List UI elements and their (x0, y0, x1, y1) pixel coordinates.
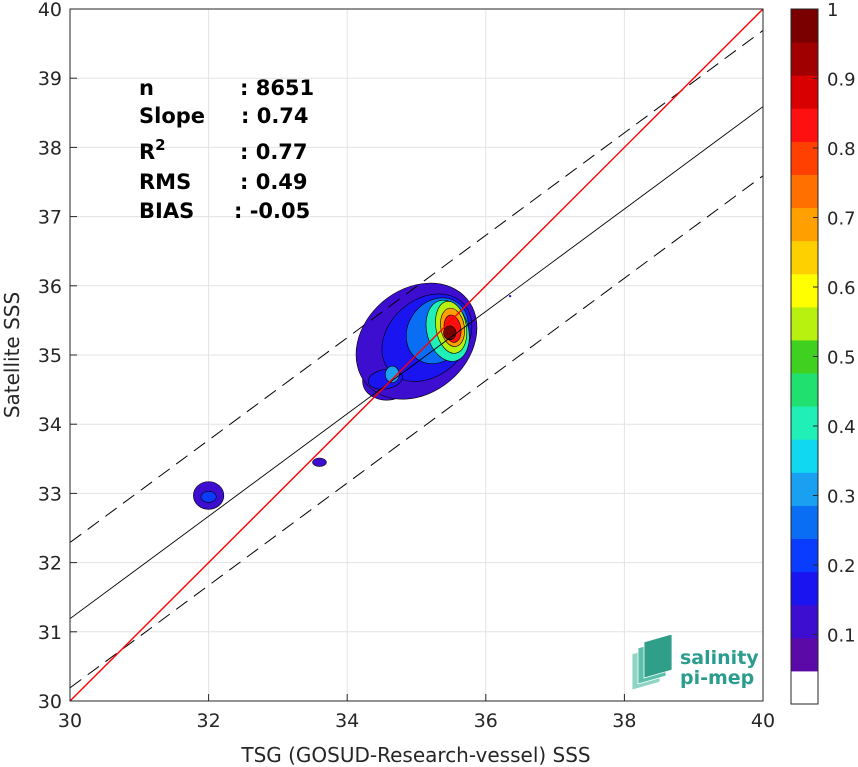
colorbar-segment (791, 75, 818, 109)
x-axis-label: TSG (GOSUD-Research-vessel) SSS (240, 743, 590, 767)
colorbar-tick-label: 0.7 (827, 209, 856, 230)
y-tick-label: 31 (38, 622, 62, 644)
colorbar-segment (791, 439, 818, 473)
x-tick-label: 36 (474, 710, 498, 732)
stat-name: BIAS (139, 199, 194, 223)
logo-wave-icon (643, 633, 673, 679)
logo-text-line1: salinity (680, 647, 759, 669)
reference-lines (70, 9, 763, 701)
colorbar: 0.1 0.2 0.3 0.4 0.5 0.6 0.7 0.8 0.9 1 (790, 0, 856, 705)
colorbar-segment (791, 9, 818, 43)
y-tick-label: 40 (38, 0, 62, 21)
stat-name: RMS (139, 170, 191, 194)
colorbar-segment (791, 538, 818, 573)
x-tick-label: 30 (58, 710, 82, 732)
colorbar-segment (791, 141, 818, 175)
colorbar-segment (791, 670, 818, 705)
stat-name: n (139, 76, 154, 100)
logo-text-line2: pi-mep (680, 667, 754, 689)
colorbar-segment (791, 571, 818, 606)
stat-value: : 0.74 (241, 104, 309, 128)
colorbar-tick-label: 0.1 (827, 626, 856, 647)
colorbar-segment (791, 373, 818, 407)
density-contour (312, 457, 327, 467)
colorbar-tick-label: 0.5 (827, 348, 856, 369)
stat-value: : 0.77 (240, 140, 308, 164)
y-tick-label: 35 (38, 345, 62, 367)
y-tick-label: 33 (38, 483, 62, 505)
y-axis-label: Satellite SSS (0, 292, 24, 418)
colorbar-segment (791, 406, 818, 440)
colorbar-segment (791, 472, 818, 506)
colorbar-tick-label: 0.6 (827, 278, 856, 299)
y-tick-label: 30 (38, 691, 62, 713)
colorbar-tick-label: 1 (827, 0, 838, 21)
colorbar-tick-label: 0.8 (827, 139, 856, 160)
stat-name: R2 (139, 136, 166, 164)
x-tick-label: 38 (612, 710, 636, 732)
colorbar-segment (791, 604, 818, 639)
density-contour (443, 325, 457, 341)
colorbar-segment (791, 637, 818, 672)
x-tick-label: 34 (335, 710, 359, 732)
density-contour (200, 491, 217, 503)
stat-value: : 0.49 (240, 170, 308, 194)
stat-name: Slope (139, 104, 205, 128)
colorbar-tick-label: 0.3 (827, 487, 856, 508)
colorbar-segment (791, 505, 818, 540)
identity-line (70, 9, 763, 701)
x-axis-ticks: 30 32 34 36 38 40 (58, 694, 775, 732)
stat-value: : -0.05 (234, 199, 310, 223)
regression-line (70, 106, 763, 620)
colorbar-tick-label: 0.2 (827, 556, 856, 577)
y-axis-ticks: 30 31 32 33 34 35 36 37 38 39 40 (38, 0, 77, 713)
colorbar-segment (791, 306, 818, 341)
lower-bound-dashed-line (70, 175, 763, 689)
colorbar-tick-label: 0.9 (827, 70, 856, 91)
stat-value: : 8651 (240, 76, 314, 100)
x-tick-label: 32 (197, 710, 221, 732)
y-tick-label: 36 (38, 276, 62, 298)
y-tick-label: 39 (38, 68, 62, 90)
colorbar-segment (791, 207, 818, 242)
colorbar-segment (791, 42, 818, 76)
density-point (508, 294, 512, 298)
colorbar-tick-label: 0.4 (827, 417, 856, 438)
colorbar-segment (791, 240, 818, 275)
x-tick-label: 40 (751, 710, 775, 732)
stats-box: n : 8651 Slope : 0.74 R2 : 0.77 RMS : 0.49 BIAS:… (139, 76, 314, 223)
colorbar-segment (791, 273, 818, 308)
colorbar-segment (791, 108, 818, 142)
y-tick-label: 38 (38, 137, 62, 159)
y-tick-label: 37 (38, 207, 62, 229)
y-tick-label: 34 (38, 414, 62, 436)
upper-bound-dashed-line (70, 30, 763, 543)
y-tick-label: 32 (38, 553, 62, 575)
density-contours (193, 282, 512, 510)
colorbar-segment (791, 174, 818, 209)
